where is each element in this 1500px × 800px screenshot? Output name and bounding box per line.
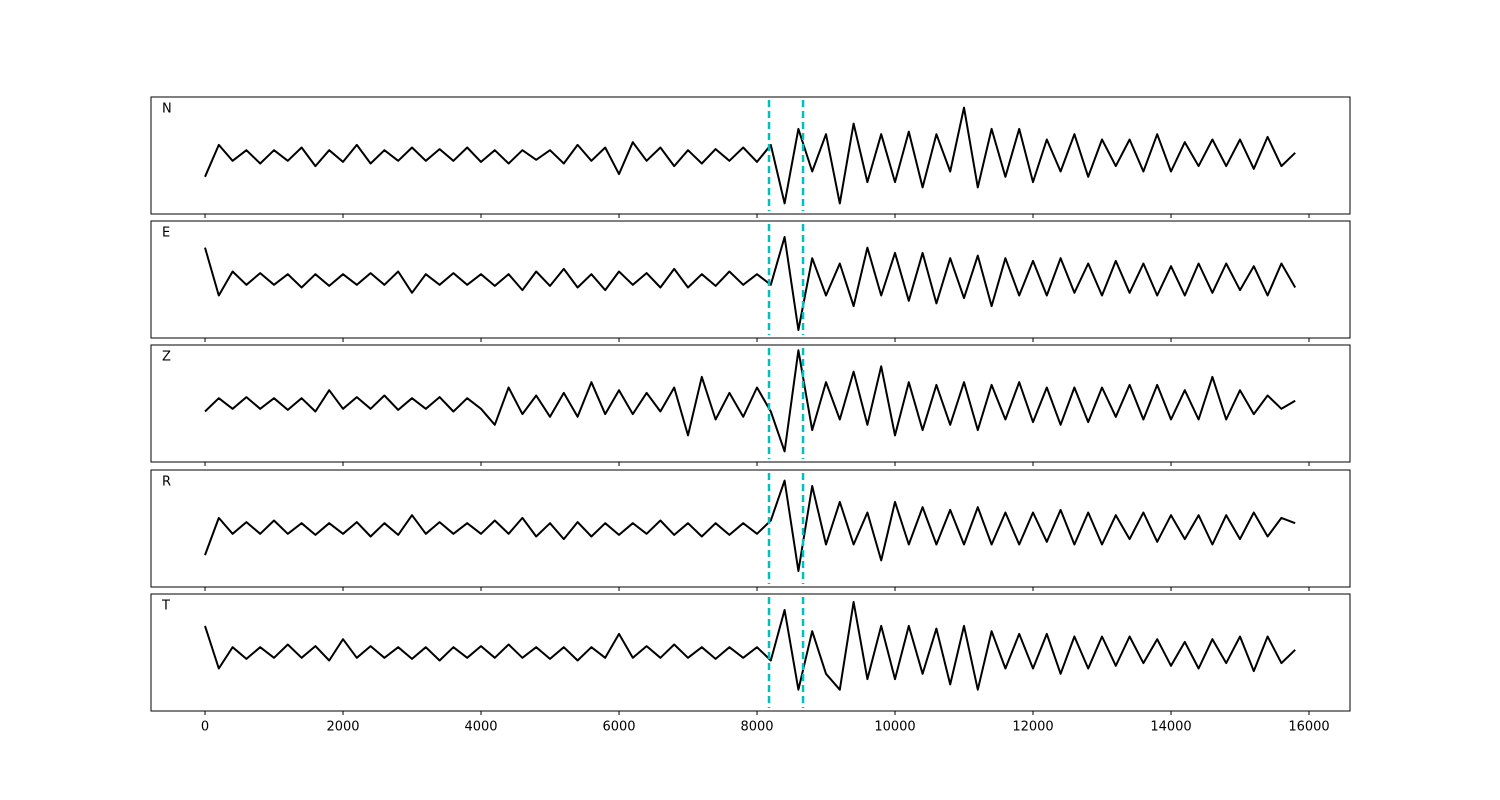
axes-frame	[150, 593, 1351, 712]
x-tick-label: 6000	[602, 720, 635, 735]
axes-frame	[150, 220, 1351, 339]
axes-frame	[150, 469, 1351, 588]
x-tick-label: 2000	[326, 720, 359, 735]
trace	[204, 106, 1296, 205]
channel-label: R	[162, 475, 171, 490]
trace	[204, 479, 1296, 572]
x-tick-label: 10000	[874, 720, 915, 735]
trace	[204, 601, 1296, 691]
trace	[204, 349, 1296, 453]
x-tick-label: 14000	[1150, 720, 1191, 735]
channel-label: E	[162, 226, 170, 241]
x-tick-label: 4000	[464, 720, 497, 735]
x-tick-label: 12000	[1012, 720, 1053, 735]
axes-frame	[150, 96, 1351, 215]
channel-label: T	[161, 599, 170, 614]
x-tick-label: 8000	[740, 720, 773, 735]
x-tick-label: 16000	[1288, 720, 1329, 735]
axes-frame	[150, 344, 1351, 463]
channel-label: N	[162, 102, 172, 117]
trace	[204, 236, 1297, 331]
x-tick-label: 0	[201, 720, 209, 735]
channel-label: Z	[162, 350, 171, 365]
